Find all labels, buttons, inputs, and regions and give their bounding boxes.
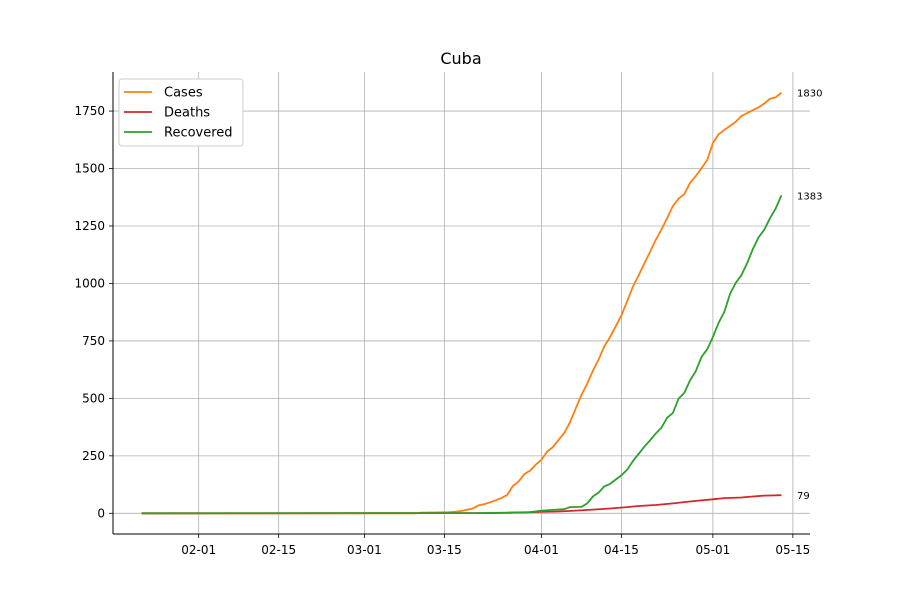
y-tick-label: 250 xyxy=(82,449,105,463)
legend-label-recovered: Recovered xyxy=(164,126,233,141)
legend-label-deaths: Deaths xyxy=(164,106,210,121)
series-line-recovered xyxy=(141,195,783,515)
end-label-deaths: 79 xyxy=(797,491,810,502)
y-ticks: 0 250 500 750 1000 1250 1500 1750 xyxy=(74,104,113,520)
x-tick-label: 05-15 xyxy=(775,543,810,557)
x-tick-label: 03-15 xyxy=(427,543,462,557)
grid xyxy=(113,72,810,534)
x-tick-label: 02-15 xyxy=(261,543,296,557)
x-tick-label: 04-15 xyxy=(604,543,639,557)
series-lines xyxy=(141,91,783,515)
x-ticks: 02-01 02-15 03-01 03-15 04-01 04-15 05-01 05-15 xyxy=(181,534,810,557)
axes xyxy=(112,72,810,535)
legend: Cases Deaths Recovered xyxy=(118,78,244,147)
end-label-recovered: 1383 xyxy=(797,191,822,202)
x-tick-label: 02-01 xyxy=(181,543,216,557)
y-tick-label: 1250 xyxy=(74,219,105,233)
y-tick-label: 1750 xyxy=(74,104,105,118)
x-tick-label: 04-01 xyxy=(524,543,559,557)
legend-label-cases: Cases xyxy=(164,86,203,101)
y-tick-label: 1500 xyxy=(74,162,105,176)
y-tick-label: 750 xyxy=(82,334,105,348)
y-tick-label: 1000 xyxy=(74,276,105,290)
legend-box xyxy=(118,78,244,147)
x-tick-label: 03-01 xyxy=(347,543,382,557)
x-tick-label: 05-01 xyxy=(695,543,730,557)
y-tick-label: 0 xyxy=(97,506,105,520)
end-label-cases: 1830 xyxy=(797,89,822,100)
y-tick-label: 500 xyxy=(82,391,105,405)
end-labels: 1830 79 1383 xyxy=(797,89,822,502)
series-line-cases xyxy=(141,91,782,515)
chart-title: Cuba xyxy=(440,49,481,68)
